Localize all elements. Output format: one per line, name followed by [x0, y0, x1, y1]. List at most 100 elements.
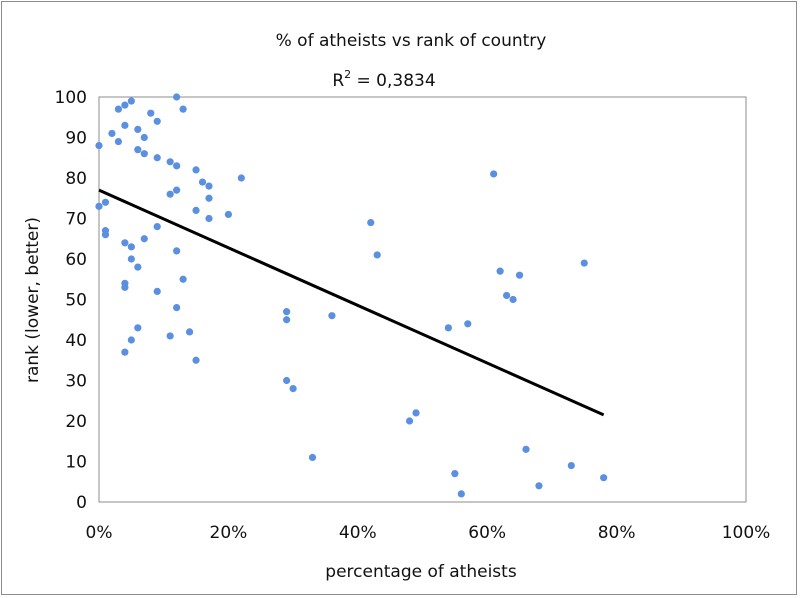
- x-tick-label: 0%: [86, 523, 113, 543]
- y-tick-label: 10: [65, 453, 87, 473]
- x-tick-label: 40%: [339, 523, 377, 543]
- data-point: [134, 125, 142, 133]
- x-tick-label: 60%: [468, 523, 506, 543]
- data-point: [328, 312, 336, 320]
- data-point: [205, 214, 213, 223]
- y-tick-label: 90: [65, 129, 87, 149]
- data-point: [289, 385, 297, 393]
- data-point: [127, 336, 135, 344]
- x-axis-label: percentage of atheists: [325, 562, 517, 582]
- data-point: [153, 223, 161, 231]
- data-point: [101, 231, 110, 239]
- data-point: [153, 287, 161, 295]
- data-point: [134, 263, 142, 271]
- data-point: [173, 93, 181, 101]
- trendline: [98, 188, 605, 417]
- data-point: [580, 259, 588, 267]
- y-axis: 0 10 20 30 40 50 60 70 80 90 100: [55, 88, 87, 513]
- chart-subtitle: R2 = 0,3834: [332, 68, 435, 91]
- data-point: [147, 109, 155, 117]
- x-tick-label: 80%: [598, 523, 636, 543]
- data-point: [173, 304, 181, 312]
- data-point: [600, 474, 608, 482]
- x-axis: 0% 20% 40% 60% 80% 100%: [86, 523, 771, 543]
- data-point: [457, 490, 465, 498]
- data-point: [95, 142, 103, 150]
- data-point: [205, 194, 213, 202]
- data-point: [95, 202, 103, 210]
- x-tick-label: 100%: [722, 523, 771, 543]
- data-point: [444, 324, 452, 332]
- data-point: [127, 97, 135, 105]
- data-points: [95, 93, 608, 498]
- y-tick-label: 50: [65, 291, 87, 311]
- plot-area: [98, 96, 747, 503]
- data-point: [114, 137, 123, 146]
- trendline-group: [98, 188, 605, 417]
- data-point: [173, 247, 181, 255]
- data-point: [205, 182, 213, 190]
- data-point: [503, 291, 511, 300]
- data-point: [121, 348, 129, 356]
- data-point: [535, 482, 543, 490]
- data-point: [192, 166, 200, 174]
- data-point: [412, 409, 420, 417]
- data-point: [121, 283, 129, 291]
- data-point: [522, 445, 530, 453]
- data-point: [140, 133, 148, 142]
- data-point: [283, 308, 291, 316]
- data-point: [179, 275, 187, 283]
- data-point: [496, 267, 504, 275]
- data-point: [121, 121, 129, 129]
- data-point: [179, 105, 187, 113]
- data-point: [153, 117, 161, 125]
- data-point: [405, 417, 414, 425]
- data-point: [121, 101, 129, 109]
- data-point: [283, 376, 291, 385]
- data-point: [224, 210, 232, 219]
- y-tick-label: 70: [65, 210, 87, 230]
- data-point: [490, 170, 498, 178]
- y-axis-label: rank (lower, better): [23, 217, 43, 383]
- y-tick-label: 40: [65, 331, 87, 351]
- data-point: [367, 218, 375, 227]
- y-tick-label: 100: [55, 88, 87, 108]
- y-tick-label: 20: [65, 412, 87, 432]
- data-point: [121, 239, 129, 247]
- data-point: [173, 186, 181, 194]
- x-tick-label: 20%: [210, 523, 248, 543]
- data-point: [166, 158, 174, 166]
- data-point: [127, 243, 135, 251]
- data-point: [101, 198, 110, 206]
- data-point: [373, 251, 381, 259]
- data-point: [166, 190, 174, 198]
- data-point: [308, 453, 317, 462]
- data-point: [283, 316, 291, 324]
- data-point: [127, 255, 135, 263]
- data-point: [567, 461, 575, 470]
- data-point: [515, 271, 524, 279]
- data-point: [464, 320, 472, 328]
- data-point: [451, 470, 459, 478]
- data-point: [140, 150, 148, 158]
- data-point: [192, 356, 200, 364]
- y-tick-label: 60: [65, 250, 87, 270]
- data-point: [185, 328, 194, 336]
- data-point: [153, 154, 161, 162]
- data-point: [140, 235, 148, 243]
- data-point: [509, 295, 517, 304]
- y-tick-label: 80: [65, 169, 87, 189]
- data-point: [173, 162, 181, 170]
- data-point: [237, 174, 245, 182]
- data-point: [134, 324, 142, 332]
- y-tick-label: 0: [76, 493, 87, 513]
- data-point: [114, 105, 123, 113]
- data-point: [108, 129, 116, 138]
- data-point: [192, 206, 200, 214]
- data-point: [166, 332, 174, 340]
- chart-title: % of atheists vs rank of country: [276, 31, 547, 51]
- data-point: [198, 178, 207, 186]
- y-tick-label: 30: [65, 372, 87, 392]
